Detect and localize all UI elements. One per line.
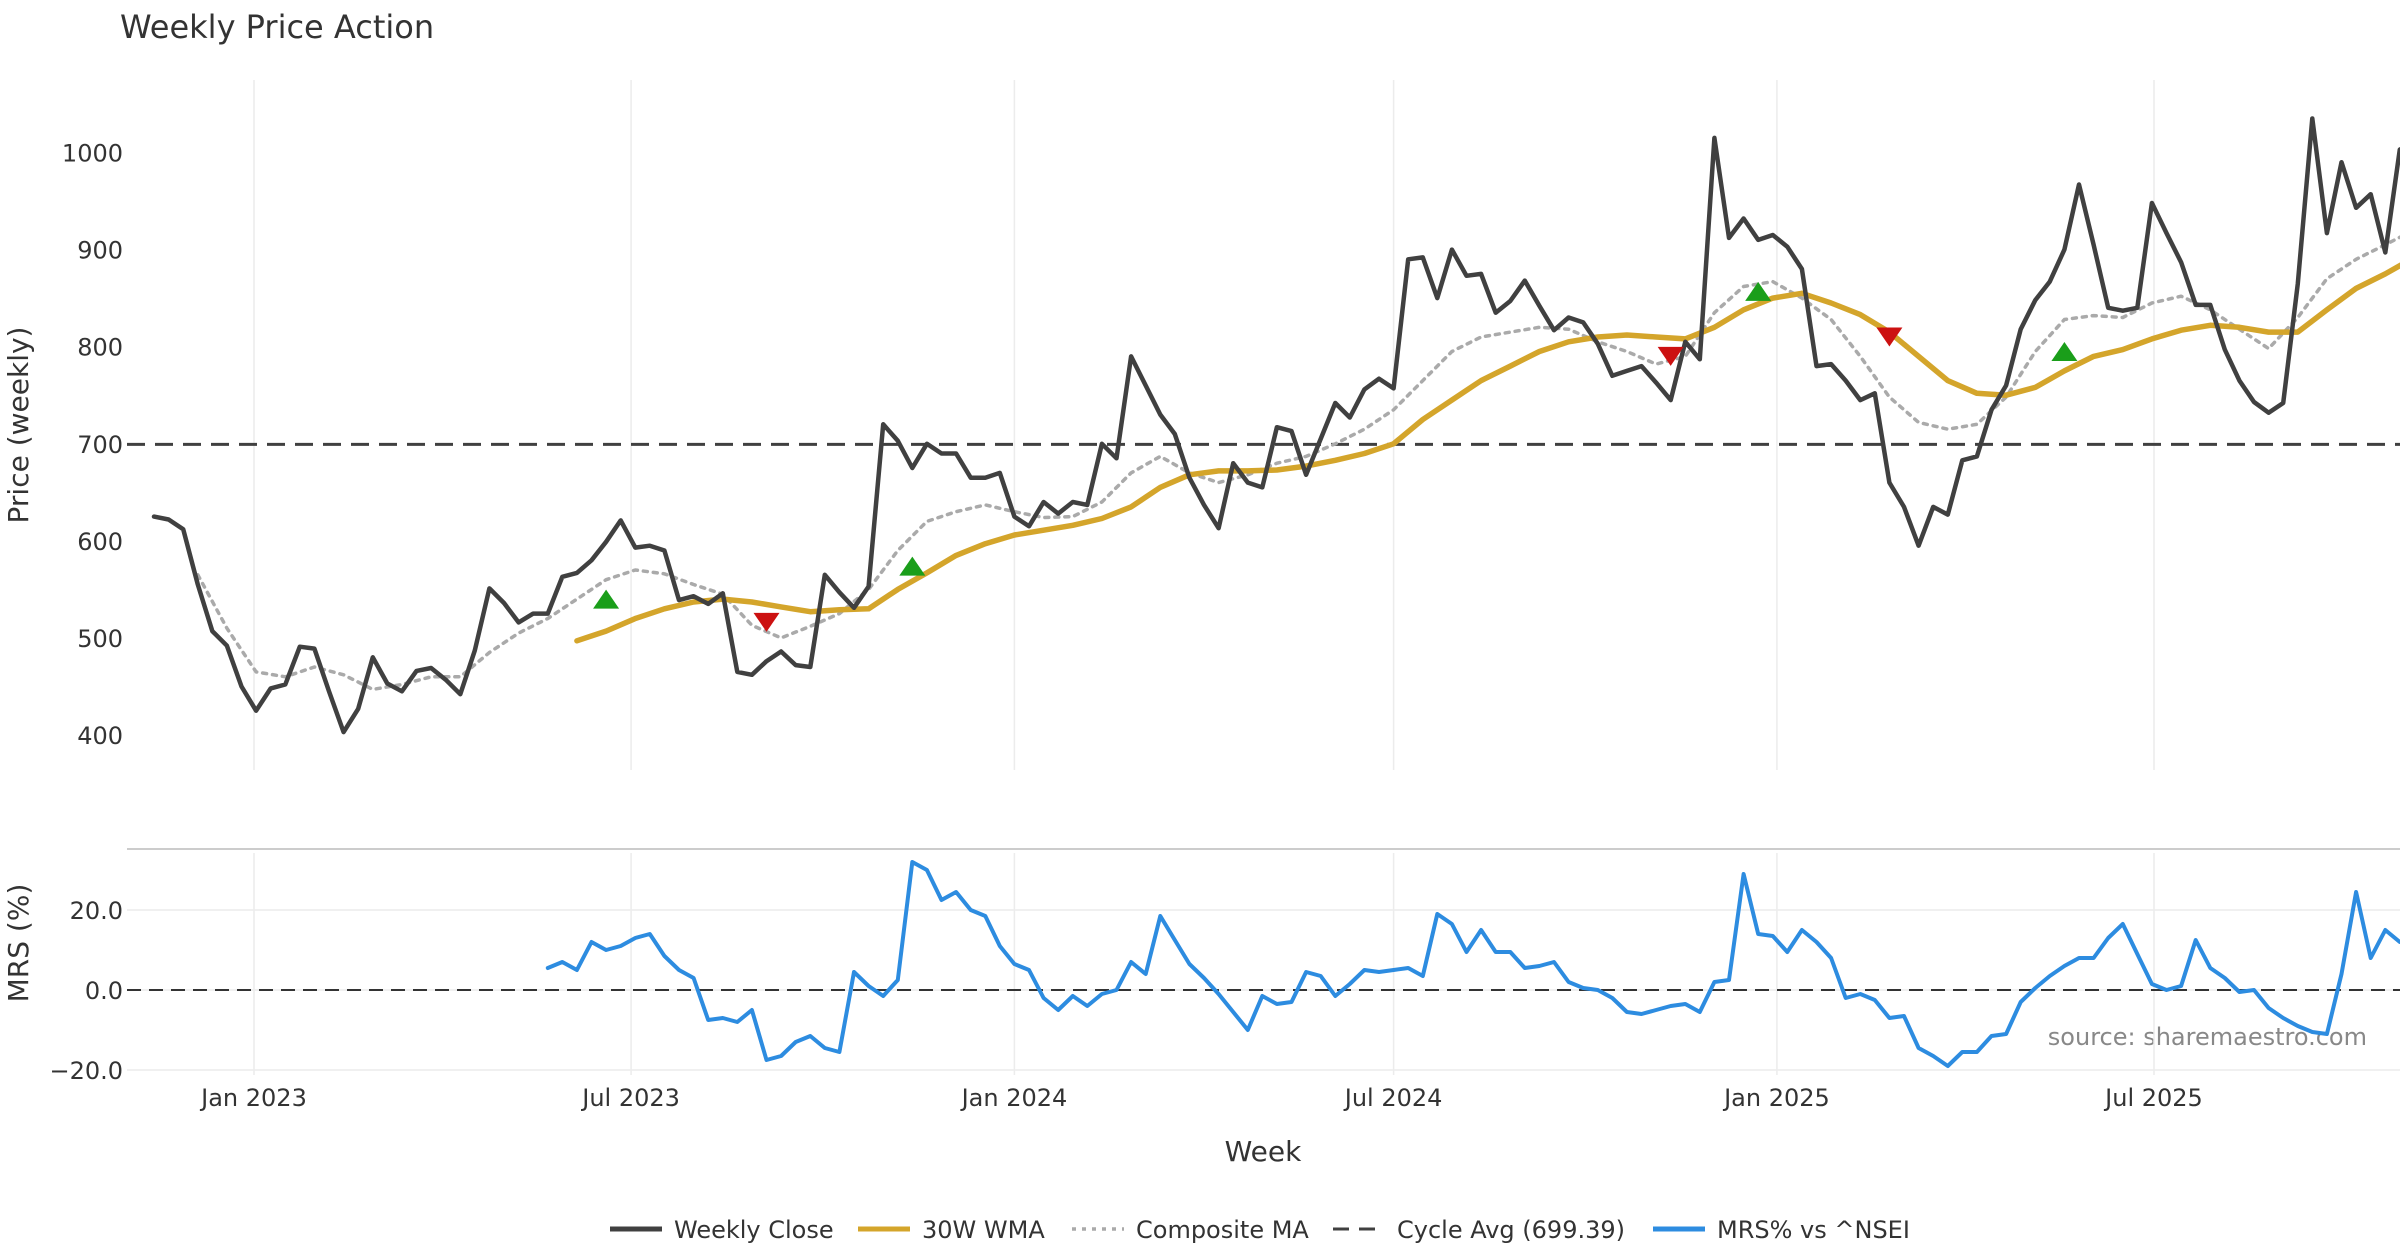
price-y-axis-label: Price (weekly) [2,327,35,524]
sell-signal-marker [1657,346,1684,366]
x-tick-label: Jan 2025 [1722,1084,1830,1112]
x-tick-label: Jan 2024 [960,1084,1068,1112]
legend-label: Cycle Avg (699.39) [1397,1216,1625,1244]
mrs-y-axis-label: MRS (%) [2,884,35,1003]
x-ticks: Jan 2023 Jul 2023 Jan 2024 Jul 2024 Jan 2025… [199,1084,2203,1112]
buy-signal-marker [2051,342,2078,362]
price-y-tick-label: 400 [77,722,123,750]
wma-30w-line [574,262,2400,644]
mrs-y-ticks: 20.0 0.0 −20.0 [49,897,123,1085]
x-axis-label: Week [1225,1135,1302,1168]
buy-signal-marker [593,589,620,609]
buy-signal-marker [1745,281,1772,301]
weekly-close-line [151,116,2400,735]
source-note: source: sharemaestro.com [2048,1023,2367,1051]
mrs-line [545,860,2400,1068]
mrs-y-tick-label: 20.0 [70,897,123,925]
legend-label: Weekly Close [674,1216,834,1244]
sell-signal-marker [1876,327,1903,347]
price-y-tick-label: 500 [77,625,123,653]
price-y-tick-label: 700 [77,431,123,459]
chart-title: Weekly Price Action [120,8,434,46]
price-series [127,116,2400,735]
x-tick-label: Jan 2023 [199,1084,307,1112]
composite-ma-line [196,235,2400,692]
legend: Weekly Close 30W WMA Composite MA Cycle Avg… [610,1216,1910,1244]
sell-signal-marker [753,612,780,632]
buy-signal-marker [899,556,926,576]
mrs-y-tick-label: 0.0 [85,977,123,1005]
price-y-tick-label: 800 [77,334,123,362]
price-y-tick-label: 600 [77,528,123,556]
x-tick-label: Jul 2025 [2103,1084,2203,1112]
legend-label: Composite MA [1136,1216,1309,1244]
x-tick-label: Jul 2024 [1343,1084,1443,1112]
legend-label: MRS% vs ^NSEI [1717,1216,1910,1244]
mrs-y-tick-label: −20.0 [49,1057,123,1085]
price-y-tick-label: 1000 [62,140,123,168]
legend-label: 30W WMA [922,1216,1045,1244]
price-y-tick-label: 900 [77,237,123,265]
mrs-series [127,860,2400,1068]
price-grid [253,80,2155,770]
signal-markers [593,281,2078,632]
price-y-ticks: 400 500 600 700 800 900 1000 [62,140,123,751]
x-tick-label: Jul 2023 [580,1084,680,1112]
